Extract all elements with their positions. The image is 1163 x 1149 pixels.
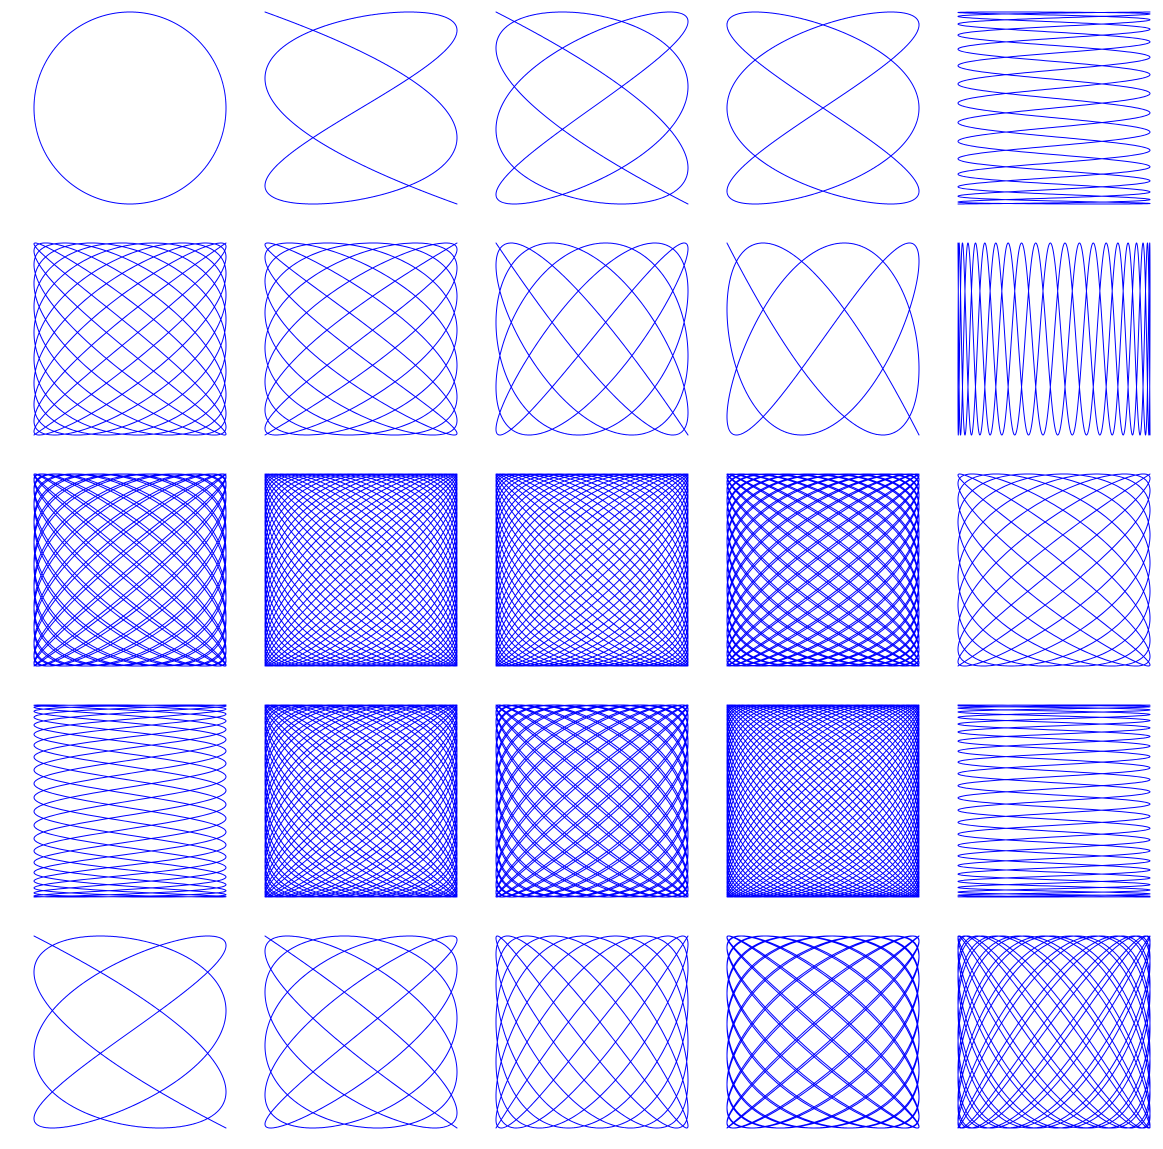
curve-line-r2-c3: [495, 242, 689, 436]
curve-line-r3-c4: [726, 473, 920, 667]
curve-panel-r5-c2: [264, 935, 458, 1129]
curve-line-r5-c1: [33, 935, 227, 1129]
curve-line-r4-c2: [264, 704, 458, 898]
curve-panel-r4-c5: [957, 704, 1151, 898]
curve-line-r2-c5: [957, 242, 1151, 436]
curve-panel-r2-c4: [726, 242, 920, 436]
curve-panel-r1-c5: [957, 11, 1151, 205]
curve-line-r1-c4: [726, 11, 920, 205]
curve-panel-r3-c1: [33, 473, 227, 667]
curve-panel-r2-c5: [957, 242, 1151, 436]
curve-panel-r5-c5: [957, 935, 1151, 1129]
curve-panel-r3-c4: [726, 473, 920, 667]
curve-panel-r5-c3: [495, 935, 689, 1129]
curve-panel-r4-c2: [264, 704, 458, 898]
curve-panel-r3-c3: [495, 473, 689, 667]
curve-panel-r4-c1: [33, 704, 227, 898]
curve-panel-r4-c4: [726, 704, 920, 898]
curve-line-r3-c5: [957, 473, 1151, 667]
curve-panel-r1-c1: [33, 11, 227, 205]
curve-line-r2-c4: [726, 242, 920, 436]
curve-line-r3-c1: [33, 473, 227, 667]
curve-line-r1-c2: [264, 11, 458, 205]
curve-line-r3-c3: [495, 473, 689, 667]
curve-line-r5-c5: [957, 935, 1151, 1129]
curve-panel-r3-c2: [264, 473, 458, 667]
curve-panel-r2-c3: [495, 242, 689, 436]
curve-panel-r1-c2: [264, 11, 458, 205]
curve-panel-r2-c1: [33, 242, 227, 436]
curve-line-r1-c5: [957, 11, 1151, 205]
curve-panel-r1-c3: [495, 11, 689, 205]
curve-line-r5-c2: [264, 935, 458, 1129]
curve-line-r1-c1: [33, 11, 227, 205]
curve-line-r2-c1: [33, 242, 227, 436]
curve-line-r5-c4: [726, 935, 920, 1129]
curve-panel-r5-c4: [726, 935, 920, 1129]
curve-panel-r4-c3: [495, 704, 689, 898]
curve-line-r4-c1: [33, 704, 227, 898]
curve-line-r5-c3: [495, 935, 689, 1129]
curve-line-r4-c3: [495, 704, 689, 898]
curve-panel-r1-c4: [726, 11, 920, 205]
curve-line-r2-c2: [264, 242, 458, 436]
curve-line-r3-c2: [264, 473, 458, 667]
curve-line-r1-c3: [495, 11, 689, 205]
curve-panel-r3-c5: [957, 473, 1151, 667]
curve-panel-r2-c2: [264, 242, 458, 436]
curve-line-r4-c5: [957, 704, 1151, 898]
curve-line-r4-c4: [726, 704, 920, 898]
curve-panel-r5-c1: [33, 935, 227, 1129]
